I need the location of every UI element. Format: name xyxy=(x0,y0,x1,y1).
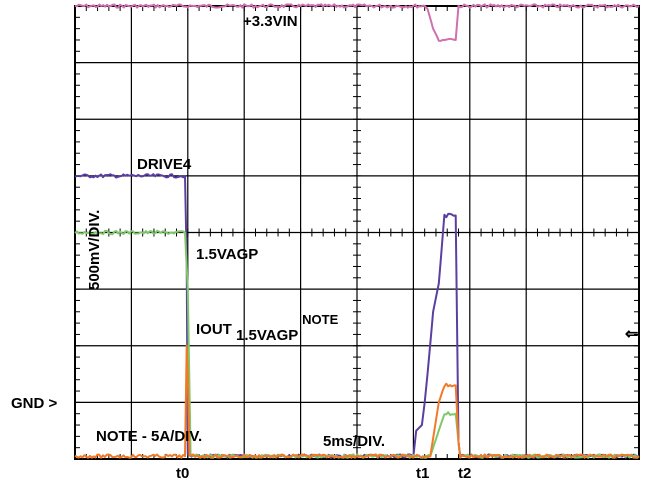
note-text: NOTE - 5A/DIV. xyxy=(96,428,202,445)
label-vin: +3.3VIN xyxy=(243,13,298,30)
label-iout-main: IOUT xyxy=(196,321,232,338)
series-line-3-3vin xyxy=(74,3,640,42)
series-line-iout1-5vagp-note xyxy=(74,344,640,459)
label-iout: IOUT 1.5VAGP NOTE xyxy=(196,312,339,344)
time-marker-t2: t2 xyxy=(458,465,471,482)
gnd-marker: GND > xyxy=(11,395,58,412)
label-1-5vagp: 1.5VAGP xyxy=(196,246,258,263)
timescale-label: 5ms/DIV. xyxy=(323,433,385,450)
time-marker-t0: t0 xyxy=(176,465,189,482)
time-marker-t1: t1 xyxy=(416,465,429,482)
traces xyxy=(74,3,640,459)
y-axis-label: 500mV/DIV. xyxy=(86,210,103,290)
label-iout-sup: NOTE xyxy=(302,312,338,327)
label-drive4: DRIVE4 xyxy=(137,156,192,173)
label-iout-sub: 1.5VAGP xyxy=(236,327,298,344)
trigger-arrow-icon: ⇐ xyxy=(625,326,638,343)
